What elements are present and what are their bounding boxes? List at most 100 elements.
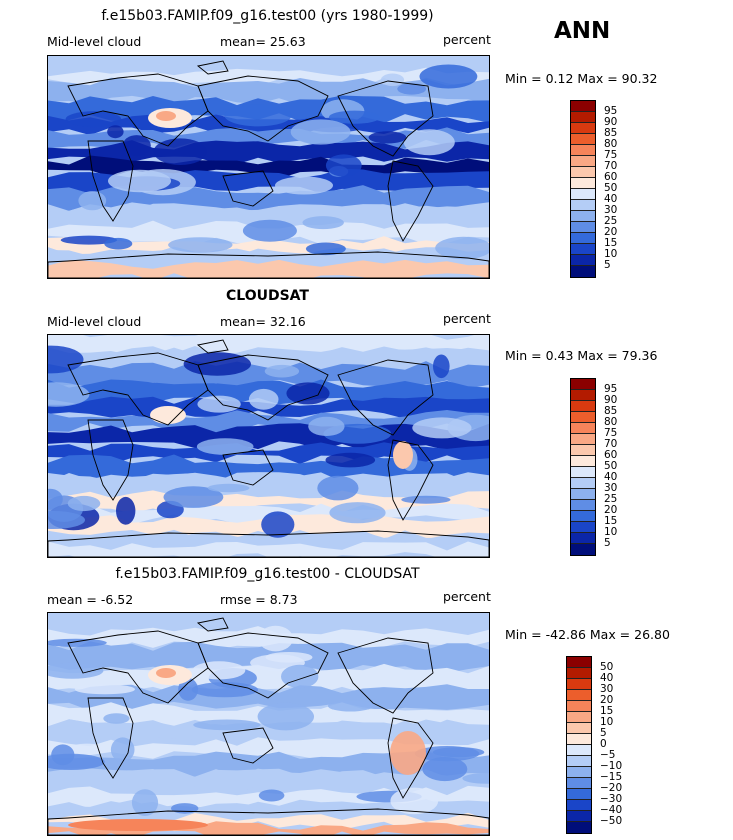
- colorbar-tick-label: 15: [600, 705, 614, 717]
- colorbar-tick-label: 50: [604, 182, 618, 194]
- panel-2-title: CLOUDSAT: [226, 288, 309, 304]
- colorbar-tick-label: −5: [600, 749, 616, 761]
- colorbar-tick-label: 10: [604, 526, 618, 538]
- panel-2-colorbar: [570, 378, 596, 556]
- colorbar-swatch: [571, 112, 595, 123]
- colorbar-tick-label: 80: [604, 416, 618, 428]
- colorbar-tick-label: −40: [600, 804, 623, 816]
- colorbar-swatch: [571, 522, 595, 533]
- colorbar-swatch: [567, 767, 591, 778]
- colorbar-swatch: [571, 423, 595, 434]
- colorbar-swatch: [571, 478, 595, 489]
- panel-1-units: percent: [443, 32, 491, 47]
- colorbar-tick-label: 20: [600, 694, 614, 706]
- panel-1-title: f.e15b03.FAMIP.f09_g16.test00 (yrs 1980-…: [101, 8, 434, 24]
- colorbar-swatch: [571, 222, 595, 233]
- panel-2-minmax: Min = 0.43 Max = 79.36: [505, 348, 658, 363]
- colorbar-tick-label: −10: [600, 760, 623, 772]
- colorbar-tick-label: −50: [600, 815, 623, 827]
- colorbar-swatch: [571, 233, 595, 244]
- panel-2-map: [47, 334, 490, 558]
- colorbar-swatch: [567, 734, 591, 745]
- colorbar-swatch: [571, 200, 595, 211]
- colorbar-tick-label: −20: [600, 782, 623, 794]
- colorbar-swatch: [567, 701, 591, 712]
- colorbar-swatch: [571, 244, 595, 255]
- colorbar-tick-label: 40: [604, 471, 618, 483]
- panel-3-minmax: Min = -42.86 Max = 26.80: [505, 627, 670, 642]
- panel-3-title: f.e15b03.FAMIP.f09_g16.test00 - CLOUDSAT: [115, 566, 420, 582]
- colorbar-tick-label: 30: [604, 204, 618, 216]
- colorbar-tick-label: 95: [604, 105, 618, 117]
- colorbar-swatch: [571, 456, 595, 467]
- colorbar-swatch: [571, 145, 595, 156]
- panel-1-map: [47, 55, 490, 279]
- colorbar-tick-label: 40: [604, 193, 618, 205]
- colorbar-swatch: [567, 690, 591, 701]
- colorbar-tick-label: 5: [604, 537, 611, 549]
- colorbar-tick-label: −15: [600, 771, 623, 783]
- colorbar-swatch: [567, 668, 591, 679]
- colorbar-swatch: [571, 500, 595, 511]
- colorbar-swatch: [571, 489, 595, 500]
- panel-3-mean-label: mean = -6.52: [47, 592, 134, 607]
- colorbar-swatch: [567, 745, 591, 756]
- panel-2-units: percent: [443, 311, 491, 326]
- colorbar-swatch: [567, 712, 591, 723]
- colorbar-tick-label: 15: [604, 515, 618, 527]
- colorbar-swatch: [571, 189, 595, 200]
- colorbar-tick-label: 25: [604, 215, 618, 227]
- colorbar-tick-label: 0: [600, 738, 607, 750]
- colorbar-tick-label: 60: [604, 449, 618, 461]
- colorbar-tick-label: 10: [600, 716, 614, 728]
- colorbar-tick-label: 90: [604, 394, 618, 406]
- colorbar-swatch: [567, 723, 591, 734]
- colorbar-swatch: [567, 789, 591, 800]
- colorbar-swatch: [567, 657, 591, 668]
- colorbar-tick-label: 60: [604, 171, 618, 183]
- colorbar-tick-label: 75: [604, 427, 618, 439]
- colorbar-swatch: [571, 123, 595, 134]
- colorbar-swatch: [567, 811, 591, 822]
- colorbar-tick-label: 20: [604, 226, 618, 238]
- colorbar-tick-label: 95: [604, 383, 618, 395]
- panel-3-colorbar: [566, 656, 592, 834]
- colorbar-swatch: [571, 544, 595, 555]
- colorbar-swatch: [567, 756, 591, 767]
- colorbar-swatch: [567, 679, 591, 690]
- colorbar-swatch: [571, 533, 595, 544]
- colorbar-tick-label: 40: [600, 672, 614, 684]
- colorbar-tick-label: 30: [600, 683, 614, 695]
- colorbar-swatch: [567, 778, 591, 789]
- colorbar-tick-label: 70: [604, 160, 618, 172]
- colorbar-tick-label: −30: [600, 793, 623, 805]
- colorbar-swatch: [571, 412, 595, 423]
- colorbar-tick-label: 85: [604, 405, 618, 417]
- panel-2-mean-label: mean= 32.16: [220, 314, 306, 329]
- colorbar-tick-label: 50: [600, 661, 614, 673]
- colorbar-swatch: [571, 255, 595, 266]
- colorbar-swatch: [571, 467, 595, 478]
- colorbar-swatch: [567, 822, 591, 833]
- colorbar-swatch: [571, 401, 595, 412]
- panel-2-left-label: Mid-level cloud: [47, 314, 142, 329]
- colorbar-swatch: [567, 800, 591, 811]
- panel-1-left-label: Mid-level cloud: [47, 34, 142, 49]
- panel-1-minmax: Min = 0.12 Max = 90.32: [505, 71, 658, 86]
- colorbar-tick-label: 5: [600, 727, 607, 739]
- colorbar-swatch: [571, 434, 595, 445]
- colorbar-tick-label: 85: [604, 127, 618, 139]
- colorbar-swatch: [571, 266, 595, 277]
- colorbar-swatch: [571, 211, 595, 222]
- colorbar-swatch: [571, 167, 595, 178]
- colorbar-swatch: [571, 511, 595, 522]
- colorbar-tick-label: 25: [604, 493, 618, 505]
- colorbar-tick-label: 75: [604, 149, 618, 161]
- panel-1-colorbar: [570, 100, 596, 278]
- panel-1-mean-label: mean= 25.63: [220, 34, 306, 49]
- colorbar-tick-label: 5: [604, 259, 611, 271]
- colorbar-tick-label: 10: [604, 248, 618, 260]
- colorbar-tick-label: 30: [604, 482, 618, 494]
- colorbar-swatch: [571, 101, 595, 112]
- colorbar-swatch: [571, 390, 595, 401]
